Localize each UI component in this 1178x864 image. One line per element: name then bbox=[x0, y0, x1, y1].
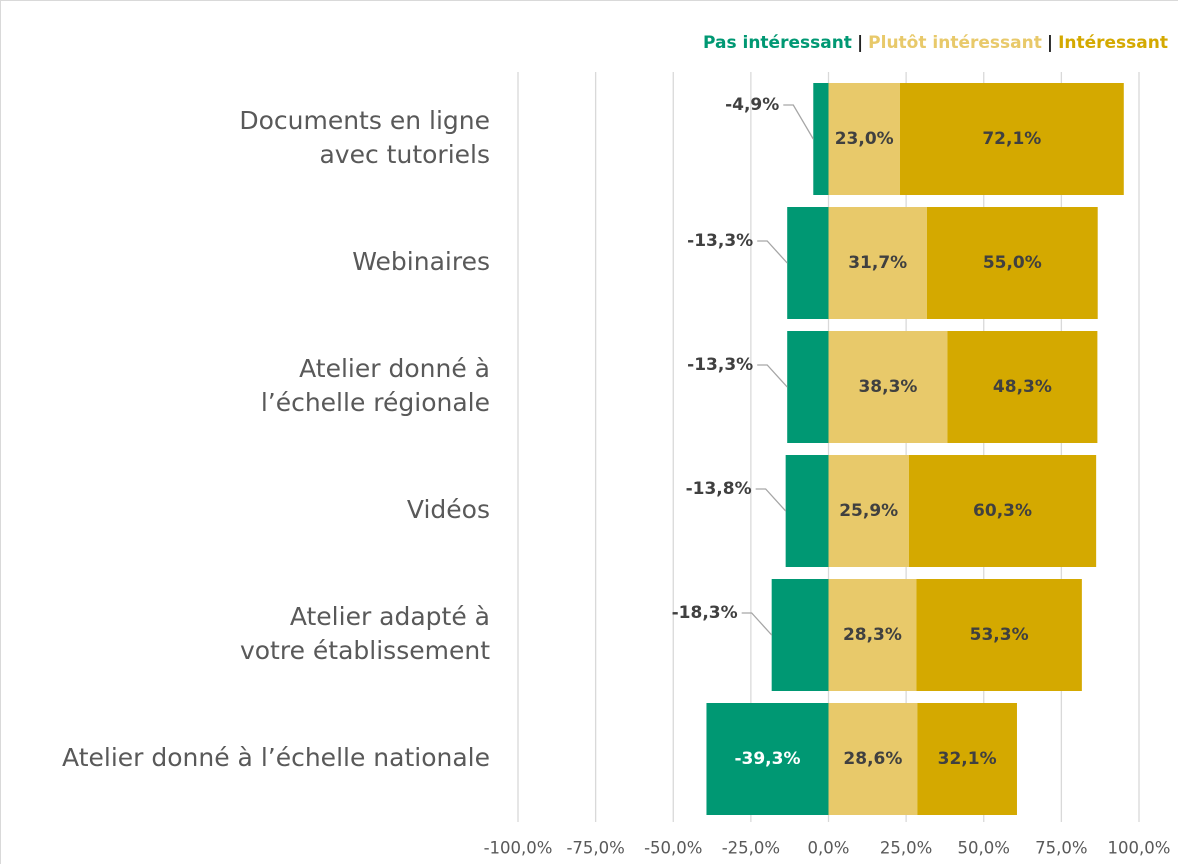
bar-segment bbox=[908, 455, 1097, 567]
data-label: 53,3% bbox=[970, 625, 1029, 645]
bar-segment bbox=[813, 83, 829, 195]
bar-segment bbox=[785, 455, 829, 567]
legend: Pas intéressant | Plutôt intéressant | Intér… bbox=[703, 33, 1168, 53]
category-line: Atelier donné à bbox=[299, 354, 490, 383]
data-label: 31,7% bbox=[848, 253, 907, 273]
category-label: Documents en ligne avec tutoriels bbox=[239, 106, 490, 169]
bar-segment bbox=[828, 455, 909, 567]
x-tick-label: -25,0% bbox=[722, 839, 780, 858]
bar-segment bbox=[828, 579, 917, 691]
data-label: 60,3% bbox=[973, 501, 1032, 521]
legend-entry: Pas intéressant bbox=[703, 33, 852, 53]
leader-line bbox=[757, 364, 788, 388]
x-tick-label: 50,0% bbox=[958, 839, 1010, 858]
category-line: votre établissement bbox=[240, 636, 490, 665]
data-label: -18,3% bbox=[672, 603, 738, 623]
category-label: Atelier donné à l’échelle nationale bbox=[62, 743, 490, 772]
category-label: Atelier adapté à votre établissement bbox=[240, 602, 490, 665]
data-label: -13,8% bbox=[686, 479, 752, 499]
x-tick-label: -75,0% bbox=[566, 839, 624, 858]
category-line: Vidéos bbox=[407, 495, 490, 524]
category-label: Webinaires bbox=[352, 247, 490, 276]
legend-text: Pas intéressant | Plutôt intéressant | Intér… bbox=[703, 33, 1168, 53]
leader-line bbox=[783, 104, 814, 140]
x-tick-label: -50,0% bbox=[644, 839, 702, 858]
bar-segment bbox=[706, 703, 829, 815]
bar-segment bbox=[828, 703, 918, 815]
bar-segment bbox=[828, 207, 927, 319]
x-tick-label: 25,0% bbox=[880, 839, 932, 858]
leader-line bbox=[741, 612, 773, 636]
category-label: Atelier donné à l’échelle régionale bbox=[261, 354, 490, 417]
category-label: Vidéos bbox=[407, 495, 490, 524]
legend-separator: | bbox=[857, 33, 863, 53]
legend-entry: Plutôt intéressant bbox=[868, 33, 1042, 53]
x-tick-label: -100,0% bbox=[484, 839, 553, 858]
legend-separator: | bbox=[1047, 33, 1053, 53]
data-label: -39,3% bbox=[734, 749, 800, 769]
bar-segment bbox=[947, 331, 1098, 443]
category-line: Atelier adapté à bbox=[290, 602, 490, 631]
category-line: Webinaires bbox=[352, 247, 490, 276]
category-line: Atelier donné à l’échelle nationale bbox=[62, 743, 490, 772]
legend-entry: Intéressant bbox=[1058, 33, 1168, 53]
leader-line bbox=[757, 240, 788, 264]
category-line: avec tutoriels bbox=[319, 140, 490, 169]
data-label: 55,0% bbox=[983, 253, 1042, 273]
data-label: -13,3% bbox=[687, 231, 753, 251]
bar-segment bbox=[787, 207, 829, 319]
data-label: 48,3% bbox=[993, 377, 1052, 397]
bar-segment bbox=[828, 331, 948, 443]
bar-segment bbox=[926, 207, 1098, 319]
leader-line bbox=[755, 488, 787, 512]
data-label: -13,3% bbox=[687, 355, 753, 375]
data-label: 32,1% bbox=[938, 749, 997, 769]
category-line: l’échelle régionale bbox=[261, 388, 490, 417]
data-label: 28,3% bbox=[843, 625, 902, 645]
data-label: 72,1% bbox=[982, 129, 1041, 149]
x-tick-label: 0,0% bbox=[808, 839, 850, 858]
data-label: -4,9% bbox=[725, 95, 779, 115]
bar-segment bbox=[787, 331, 829, 443]
x-tick-label: 100,0% bbox=[1108, 839, 1171, 858]
bar-segment bbox=[771, 579, 829, 691]
bar-segment bbox=[828, 83, 900, 195]
data-label: 28,6% bbox=[843, 749, 902, 769]
data-label: 25,9% bbox=[839, 501, 898, 521]
data-label: 38,3% bbox=[858, 377, 917, 397]
data-label: 23,0% bbox=[835, 129, 894, 149]
bar-segment bbox=[899, 83, 1124, 195]
bar-segment bbox=[917, 703, 1017, 815]
x-tick-label: 75,0% bbox=[1035, 839, 1087, 858]
bar-segment bbox=[916, 579, 1082, 691]
category-line: Documents en ligne bbox=[239, 106, 490, 135]
